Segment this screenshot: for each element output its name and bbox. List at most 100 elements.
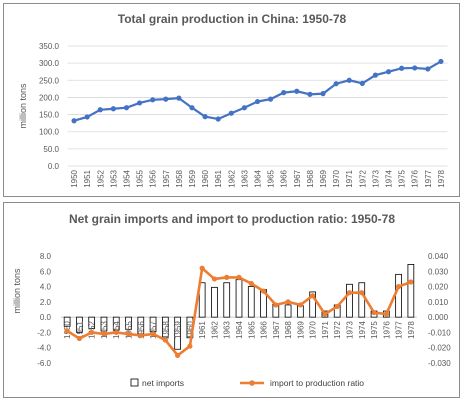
production-point-1966 — [281, 90, 287, 96]
imports-x-tick-label: 1977 — [395, 321, 404, 339]
ratio-point-1953 — [101, 331, 107, 337]
legend-net-imports-label: net imports — [142, 378, 184, 388]
imports-x-tick-label: 1962 — [210, 321, 219, 339]
net-imports-bar-1974 — [358, 282, 366, 318]
net-imports-bar-1965 — [247, 286, 255, 318]
production-x-tick-label: 1970 — [332, 169, 341, 187]
imports-x-tick-label: 1958 — [161, 321, 170, 339]
production-x-tick-label: 1957 — [162, 169, 171, 187]
production-point-1964 — [254, 98, 261, 105]
production-y-tick-label: 0.0 — [48, 162, 60, 171]
production-x-tick-label: 1978 — [437, 169, 446, 187]
production-point-1970 — [333, 81, 339, 87]
net-imports-bar-1973 — [346, 283, 353, 318]
imports-x-tick-label: 1956 — [137, 321, 146, 339]
production-x-tick-label: 1960 — [201, 169, 210, 187]
net-imports-bar-1963 — [223, 282, 231, 318]
ratio-y-tick-label: 0.030 — [428, 267, 449, 276]
imports-x-tick-label: 1975 — [370, 321, 379, 339]
production-x-tick-label: 1973 — [371, 169, 380, 187]
net-imports-bar-1961 — [198, 282, 206, 318]
imports-y-tick-label: 4.0 — [40, 283, 52, 292]
imports-x-tick-label: 1964 — [235, 321, 244, 339]
production-x-tick-label: 1966 — [280, 169, 289, 187]
production-x-tick-label: 1965 — [267, 169, 276, 187]
legend-ratio-label: import to production ratio — [270, 378, 364, 388]
production-point-1978 — [438, 58, 444, 65]
production-x-tick-label: 1955 — [136, 169, 145, 187]
production-point-1956 — [150, 97, 156, 103]
imports-x-tick-label: 1957 — [149, 321, 158, 339]
ratio-y-tick-label: 0.040 — [428, 252, 449, 261]
ratio-point-1959 — [175, 352, 181, 358]
ratio-point-1960 — [187, 343, 193, 349]
net-imports-bar-1970 — [309, 291, 317, 318]
imports-x-tick-label: 1978 — [407, 321, 416, 339]
ratio-point-1975 — [371, 309, 377, 316]
production-x-tick-label: 1958 — [175, 169, 184, 187]
imports-y-tick-label: -4.0 — [37, 344, 51, 353]
production-point-1957 — [163, 96, 169, 102]
net-imports-bar-1950 — [63, 316, 71, 327]
imports-plot-area: 8.0 6.0 4.0 2.0 0.0 -2.0 -4.0 -6.0 0.040 0.030 0.0… — [37, 252, 451, 368]
imports-y-tick-label: -2.0 — [37, 328, 51, 337]
imports-chart-panel: Net grain imports and import to producti… — [3, 202, 460, 398]
production-point-1974 — [385, 69, 392, 75]
imports-y-tick-label: -6.0 — [37, 359, 51, 368]
production-point-1954 — [123, 105, 130, 111]
production-point-1969 — [320, 91, 326, 97]
ratio-point-1970 — [310, 293, 316, 299]
production-y-axis-title: million tons — [18, 83, 28, 129]
imports-y-axis-title: million tons — [12, 268, 22, 314]
imports-x-tick-label: 1963 — [223, 321, 232, 339]
ratio-point-1950 — [64, 328, 70, 334]
imports-x-tick-label: 1952 — [88, 321, 97, 339]
imports-x-tick-label: 1955 — [125, 321, 134, 339]
imports-x-tick-label: 1954 — [112, 321, 121, 339]
production-x-tick-label: 1964 — [254, 169, 263, 187]
net-imports-bar-1964 — [235, 279, 243, 318]
imports-y-tick-label: 8.0 — [40, 252, 52, 261]
production-point-1953 — [110, 106, 116, 112]
production-point-1977 — [425, 66, 431, 72]
production-x-tick-label: 1956 — [149, 169, 158, 187]
production-x-tick-label: 1974 — [385, 169, 394, 187]
ratio-point-1951 — [76, 335, 83, 342]
ratio-point-1978 — [408, 279, 414, 285]
production-line — [73, 60, 442, 122]
imports-x-tick-label: 1971 — [321, 321, 330, 339]
production-chart-title: Total grain production in China: 1950-78 — [118, 12, 347, 26]
ratio-y-tick-label: 0.020 — [428, 283, 449, 292]
imports-x-tick-label: 1967 — [272, 321, 281, 339]
production-x-tick-label: 1963 — [240, 169, 249, 187]
production-chart: Total grain production in China: 1950-78… — [18, 12, 448, 188]
net-imports-bar-1951 — [76, 316, 83, 333]
ratio-point-1965 — [248, 280, 254, 287]
ratio-point-1972 — [334, 303, 340, 310]
imports-x-tick-label: 1972 — [333, 321, 342, 339]
ratio-point-1954 — [113, 329, 119, 336]
imports-y-tick-label: 0.0 — [40, 313, 52, 322]
ratio-point-1976 — [383, 311, 389, 317]
net-imports-bar-1952 — [88, 316, 96, 330]
production-x-tick-label: 1952 — [96, 169, 105, 187]
production-point-1958 — [176, 95, 182, 101]
production-x-tick-label: 1976 — [411, 169, 420, 187]
net-imports-bar-1978 — [407, 264, 415, 318]
production-y-tick-label: 300.0 — [39, 59, 60, 68]
production-y-tick-label: 150.0 — [39, 111, 60, 120]
production-point-1963 — [241, 105, 247, 111]
imports-x-tick-label: 1966 — [260, 321, 269, 339]
production-point-1950 — [71, 118, 77, 124]
production-x-tick-label: 1950 — [70, 169, 79, 187]
production-x-tick-label: 1959 — [188, 169, 197, 187]
production-x-tick-label: 1954 — [122, 169, 131, 187]
legend: net imports import to production ratio — [130, 378, 364, 388]
production-point-1951 — [84, 114, 90, 120]
ratio-point-1977 — [395, 283, 402, 290]
ratio-point-1964 — [236, 274, 242, 280]
production-point-1972 — [359, 80, 365, 86]
production-x-tick-label: 1951 — [83, 169, 92, 187]
ratio-point-1952 — [89, 329, 95, 336]
ratio-point-1958 — [162, 337, 168, 343]
